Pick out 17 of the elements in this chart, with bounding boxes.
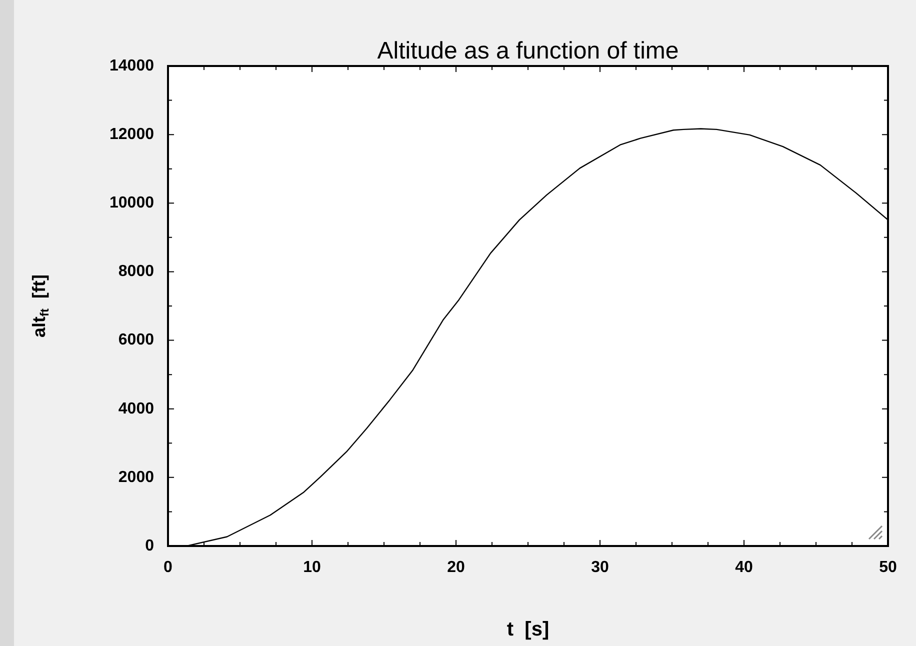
y-tick-label: 12000 <box>110 126 154 143</box>
x-tick-label: 10 <box>303 559 321 576</box>
x-axis-title: t [s] <box>506 618 550 641</box>
chart-title: Altitude as a function of time <box>377 38 679 65</box>
y-tick-label: 6000 <box>118 332 154 349</box>
y-tick-label: 2000 <box>118 468 154 486</box>
x-tick-label: 20 <box>447 559 465 576</box>
y-tick-label: 14000 <box>110 57 154 74</box>
y-tick-label: 8000 <box>118 263 154 280</box>
x-tick-label: 0 <box>164 559 173 576</box>
y-tick-label: 0 <box>145 537 154 554</box>
x-tick-label: 30 <box>591 559 609 576</box>
y-axis-title: altft [ft] <box>28 274 52 338</box>
y-tick-label: 10000 <box>110 194 154 212</box>
x-tick-label: 40 <box>735 559 753 576</box>
x-tick-label: 50 <box>879 559 897 576</box>
y-tick-label: 4000 <box>118 400 154 418</box>
